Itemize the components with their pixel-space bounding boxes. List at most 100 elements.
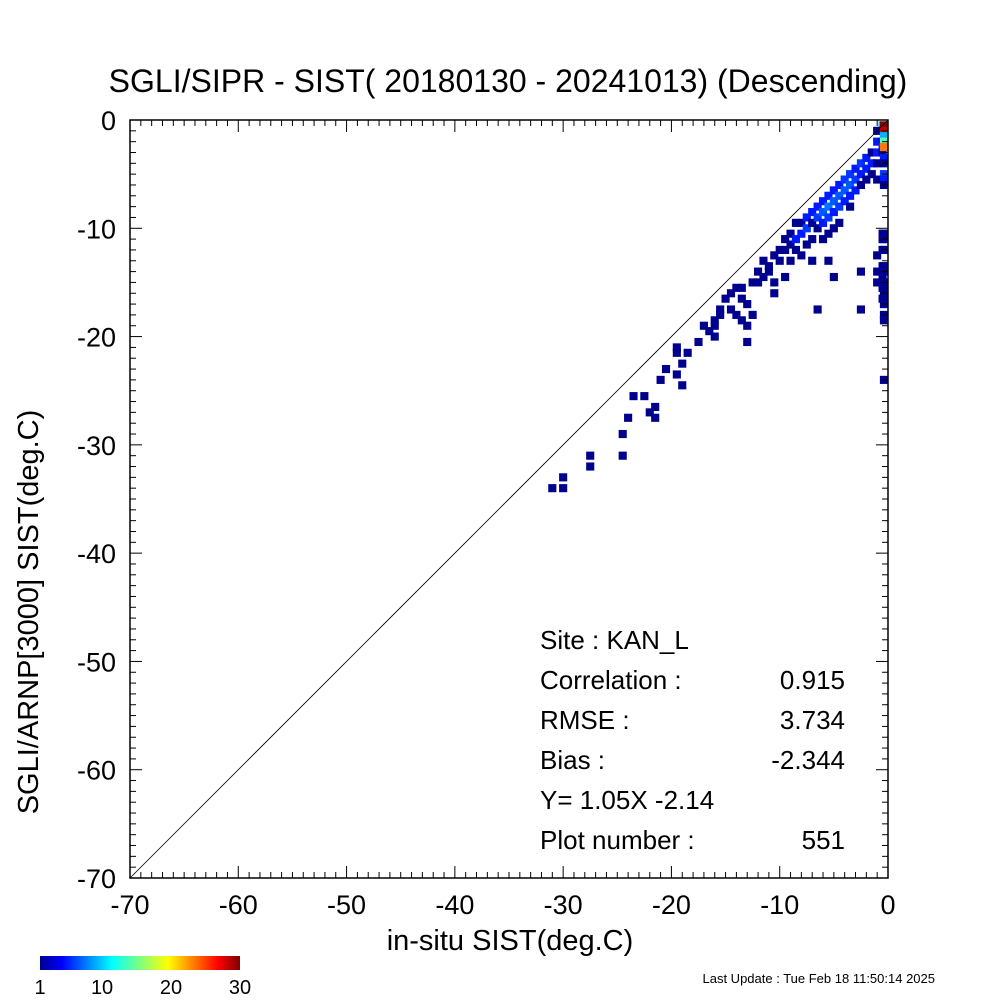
heatmap-cell [878,294,887,303]
stat-value: 3.734 [780,705,845,735]
heatmap-cell [829,207,838,217]
heatmap-cell [791,218,801,227]
heatmap-cell [737,294,746,303]
stat-label: Correlation : [540,665,682,695]
heatmap-cell [802,240,811,249]
heatmap-cell [878,262,887,271]
stat-label: Plot number : [540,825,695,855]
heatmap-cell [699,321,708,330]
heatmap-cell [726,305,736,314]
colorbar-tick-label: 1 [34,977,45,999]
heatmap-cell [846,191,855,200]
heatmap-cell [879,143,888,152]
heatmap-cell [846,180,855,190]
heatmap-cell [651,413,660,422]
heatmap-cell [672,343,681,352]
heatmap-cell [824,191,833,200]
one-to-one-reference-line [129,119,889,879]
heatmap-cell [732,283,741,292]
heatmap-cell [818,218,828,227]
y-tick-label: -30 [77,431,116,461]
heatmap-cell [856,170,865,179]
heatmap-cell [661,364,671,374]
heatmap-cell [829,186,838,195]
colorbar-tick-label: 10 [91,977,113,999]
colorbar-tick-label: 30 [229,977,251,999]
heatmap-cell [867,148,876,157]
heatmap-cell [856,305,865,314]
heatmap-cell [781,245,790,255]
heatmap-cell [879,175,888,184]
x-tick-label: -40 [435,890,474,920]
heatmap-cell [879,132,888,141]
heatmap-cell [775,245,784,255]
y-axis-label: SGLI/ARNP[3000] SIST(deg.C) [13,410,45,815]
stat-label: Y= 1.05X -2.14 [540,785,714,815]
y-tick-label: -60 [77,756,116,786]
heatmap-cell [813,305,822,314]
heatmap-cell [873,137,882,146]
heatmap-cell [743,337,752,347]
colorbar-tick-label: 20 [160,977,182,999]
heatmap-cell [694,337,703,347]
y-tick-label: -10 [77,214,116,244]
heatmap-cell [846,170,855,179]
heatmap-cell [748,278,757,287]
y-tick-label: -70 [77,864,116,894]
heatmap-cell [781,272,790,282]
colorbar [40,956,240,970]
heatmap-cell [873,267,882,276]
heatmap-cell [651,402,660,412]
heatmap-cell [867,159,876,168]
heatmap-cell [721,294,730,303]
heatmap-cell [743,300,752,309]
heatmap-cell [781,235,790,244]
heatmap-cell [759,256,768,265]
y-axis-tick-labels: 0 -10 -20 -30 -40 -50 -60 -70 [77,106,116,894]
heatmap-cell [656,375,665,384]
heatmap-cell [840,197,849,206]
heatmap-cell [873,278,882,287]
heatmap-cell [743,321,752,330]
stat-label: Bias : [540,745,605,775]
heatmap-cell [873,148,882,157]
chart-title: SGLI/SIPR - SIST( 20180130 - 20241013) (… [109,63,908,99]
heatmap-cell [818,207,828,217]
heatmap-cell [818,197,828,206]
heatmap-cell [829,197,838,206]
heatmap-cell [824,202,833,211]
heatmap-cell [764,267,773,276]
heatmap-cell [548,484,557,493]
heatmap-cell [813,224,822,233]
x-tick-label: -70 [110,890,149,920]
heatmap-cell [586,451,595,460]
heatmap-cell [813,202,822,211]
heatmap-cell [802,224,811,233]
stat-value: 0.915 [780,665,845,695]
heatmap-cell [802,213,811,222]
heatmap-cell [862,153,871,162]
heatmap-cell [879,121,888,130]
heatmap-cell [867,170,876,179]
heatmap-cell [797,218,806,227]
heatmap-cell [824,256,833,265]
heatmap-cell [878,283,887,292]
x-tick-label: -30 [544,890,583,920]
statistics-block: Site : KAN_L Correlation : 0.915 RMSE : 3.73… [540,625,845,855]
heatmap-cell [586,462,595,471]
heatmap-cell [873,175,882,184]
heatmap-cell [737,316,746,325]
heatmap-cell [879,316,888,325]
heatmap-cell [559,473,568,482]
heatmap-cell [829,224,838,233]
x-tick-label: 0 [880,890,895,920]
heatmap-cell [856,267,865,276]
heatmap-cell [683,348,692,357]
heatmap-cell [759,272,768,282]
heatmap-cell [791,245,801,255]
heatmap-cell [770,278,779,287]
heatmap-cell [748,310,757,319]
heatmap-cell [737,283,746,292]
x-tick-label: -10 [760,890,799,920]
